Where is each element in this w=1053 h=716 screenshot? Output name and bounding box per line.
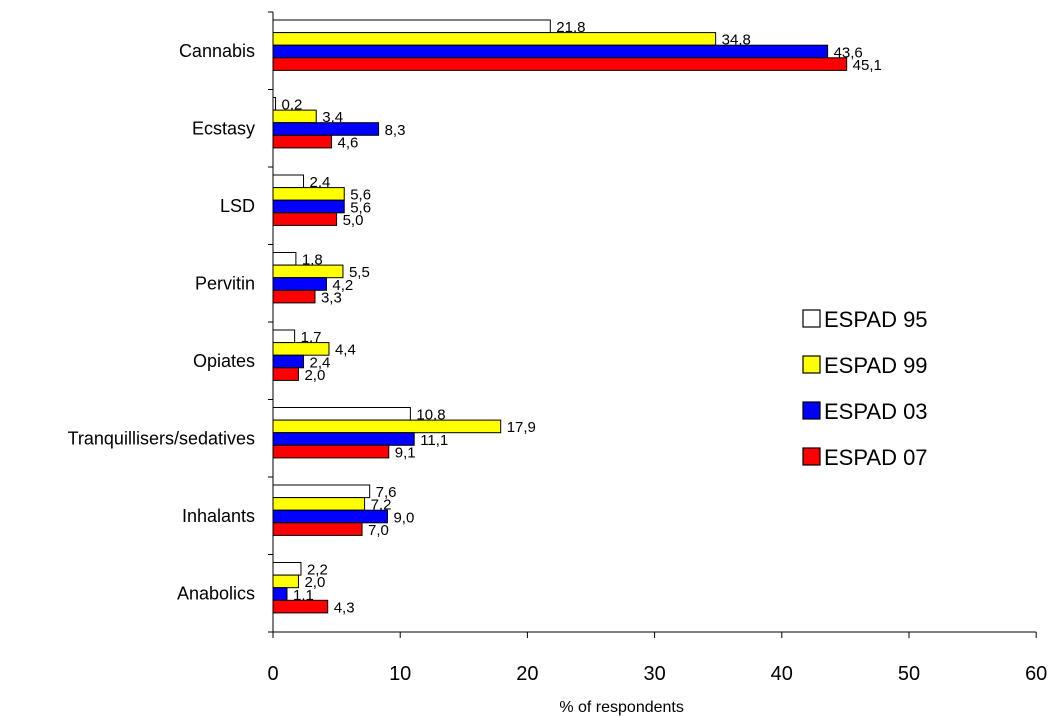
legend-label: ESPAD 07 [824,445,928,470]
data-label: 17,9 [507,419,536,436]
data-label: 0,2 [282,97,303,114]
x-axis-title: % of respondents [559,699,684,716]
data-label: 45,1 [853,57,882,74]
data-label: 2,4 [310,354,331,371]
category-label: Pervitin [195,273,255,293]
legend-label: ESPAD 99 [824,353,928,378]
x-tick-label: 30 [643,663,665,685]
bar [272,522,363,536]
bar [272,432,415,446]
data-label: 1,8 [302,252,323,269]
bar [272,497,366,511]
category-label: Tranquillisers/sedatives [68,428,255,448]
legend-swatch [802,355,821,374]
data-label: 3,4 [322,109,343,126]
x-tick-label: 0 [267,663,278,685]
data-label: 5,0 [343,212,364,229]
data-label: 2,0 [304,367,325,384]
bar [272,109,317,124]
x-tick-label: 10 [389,663,411,685]
category-label: Cannabis [179,41,255,61]
bar [272,212,338,226]
bar [272,329,296,344]
data-label: 21,8 [556,19,585,36]
legend-label: ESPAD 03 [824,399,928,424]
data-label: 2,0 [304,574,325,591]
bar [272,264,344,279]
bar [272,44,829,59]
data-label: 4,4 [335,342,356,359]
bar [272,367,299,381]
legend-swatch [802,309,821,328]
bar [272,134,333,149]
category-label: Ecstasy [192,118,255,138]
bar [272,277,327,291]
bar [272,419,502,434]
data-label: 9,1 [395,444,416,461]
category-label: LSD [220,196,255,216]
data-label: 3,3 [321,289,342,306]
bar [272,289,316,304]
bar [272,252,297,266]
legend-swatch [802,401,821,420]
data-label: 4,3 [334,599,355,616]
data-label: 7,2 [371,497,392,514]
x-tick-label: 40 [771,663,793,685]
category-label: Opiates [193,351,255,371]
bar [272,587,288,601]
data-label: 5,6 [350,187,371,204]
bar [272,174,305,189]
data-label: 5,6 [350,199,371,216]
bar [272,122,380,136]
data-label: 7,6 [376,484,397,501]
bar [272,354,305,369]
bar [272,562,302,576]
data-label: 4,2 [332,277,353,294]
bar [272,19,551,34]
legend-label: ESPAD 95 [824,307,928,332]
data-label: 10,8 [416,407,445,424]
x-tick-label: 20 [516,663,538,685]
bar [272,484,371,499]
data-label: 5,5 [349,264,370,281]
data-label: 11,1 [420,432,448,449]
bar [272,199,345,214]
category-label: Anabolics [177,583,255,603]
data-label: 7,0 [368,522,389,539]
bar [272,407,411,421]
legend-swatch [802,447,821,466]
data-label: 2,2 [307,562,328,579]
axes-layer: 0 10 20 30 40 50 60 Cannabis Ecstasy LSD Pervitin O… [68,11,1047,685]
bar [272,342,330,356]
data-label: 8,3 [385,122,406,139]
bar [272,187,345,201]
bar [272,57,848,71]
bar [272,599,329,614]
data-label: 43,6 [834,44,863,61]
data-label: 2,4 [310,174,331,191]
bar [272,32,717,46]
data-label: 9,0 [393,509,414,526]
x-tick-label: 60 [1025,663,1047,685]
category-label: Inhalants [182,506,255,526]
bar [272,444,390,459]
data-label: 34,8 [722,32,751,49]
x-tick-label: 50 [898,663,920,685]
data-label: 1,1 [293,587,314,604]
data-label: 4,6 [338,134,359,151]
bar [272,574,299,589]
bars-layer: 21,834,843,645,10,23,48,34,62,45,65,65,0… [272,19,882,616]
legend: ESPAD 95 ESPAD 99 ESPAD 03 ESPAD 07 [802,307,928,470]
data-label: 1,7 [301,329,322,346]
